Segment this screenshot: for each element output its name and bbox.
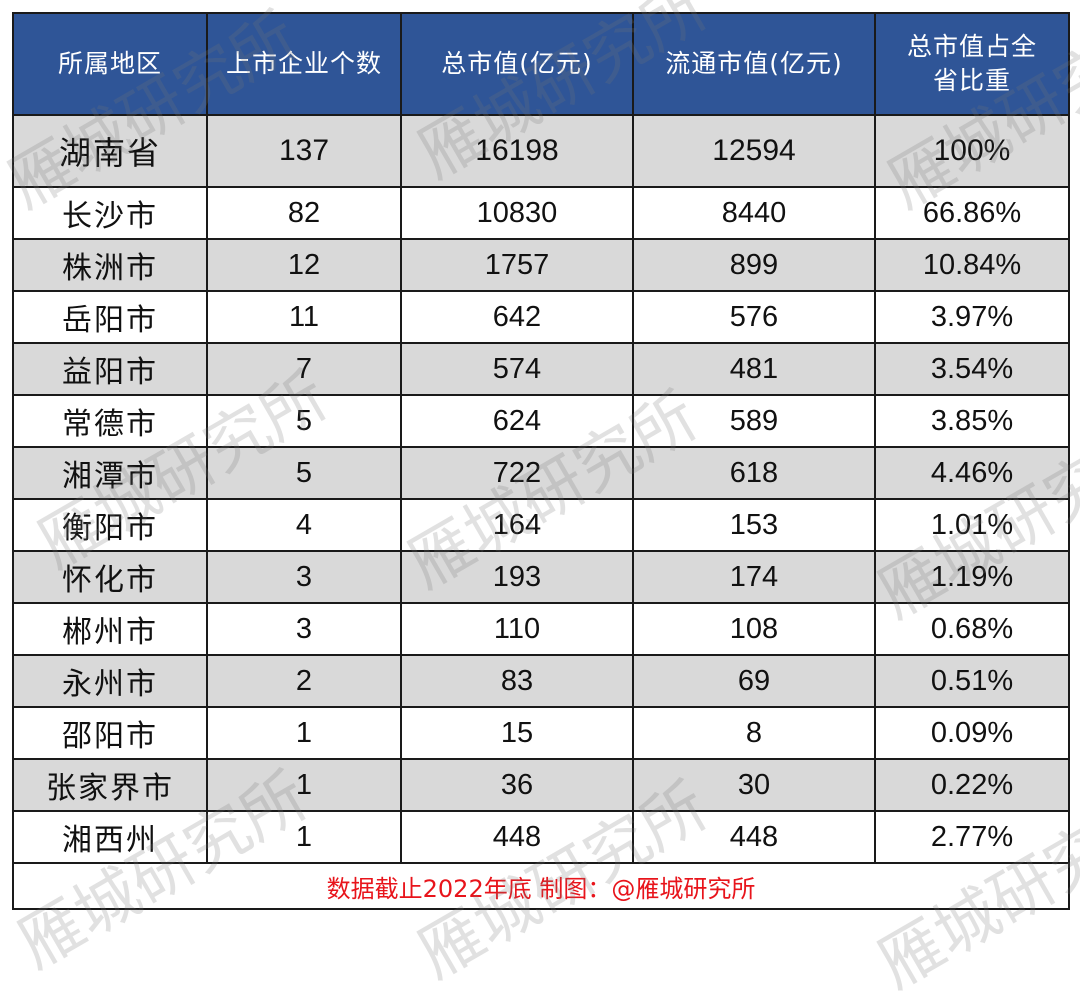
source-note: 数据截止2022年底 制图：@雁城研究所 <box>12 862 1070 910</box>
total-market-cap-cell: 16198 <box>400 114 634 188</box>
header-float-market-cap: 流通市值(亿元) <box>632 12 876 116</box>
total-market-cap-cell: 574 <box>400 342 634 396</box>
company-count-cell: 7 <box>206 342 402 396</box>
total-market-cap-cell: 193 <box>400 550 634 604</box>
table-row: 长沙市 82 10830 8440 66.86% <box>12 186 1070 240</box>
table-row: 岳阳市 11 642 576 3.97% <box>12 290 1070 344</box>
region-cell: 常德市 <box>12 394 208 448</box>
share-cell: 10.84% <box>874 238 1070 292</box>
float-market-cap-cell: 481 <box>632 342 876 396</box>
table-row: 邵阳市 1 15 8 0.09% <box>12 706 1070 760</box>
float-market-cap-cell: 12594 <box>632 114 876 188</box>
float-market-cap-cell: 153 <box>632 498 876 552</box>
float-market-cap-cell: 618 <box>632 446 876 500</box>
total-market-cap-cell: 110 <box>400 602 634 656</box>
float-market-cap-cell: 8 <box>632 706 876 760</box>
total-market-cap-cell: 164 <box>400 498 634 552</box>
table-row: 株洲市 12 1757 899 10.84% <box>12 238 1070 292</box>
company-count-cell: 3 <box>206 602 402 656</box>
share-cell: 1.01% <box>874 498 1070 552</box>
company-count-cell: 1 <box>206 810 402 864</box>
header-region: 所属地区 <box>12 12 208 116</box>
total-market-cap-cell: 624 <box>400 394 634 448</box>
region-cell: 长沙市 <box>12 186 208 240</box>
float-market-cap-cell: 589 <box>632 394 876 448</box>
company-count-cell: 137 <box>206 114 402 188</box>
region-cell: 衡阳市 <box>12 498 208 552</box>
total-market-cap-cell: 10830 <box>400 186 634 240</box>
region-cell: 株洲市 <box>12 238 208 292</box>
header-total-market-cap: 总市值(亿元) <box>400 12 634 116</box>
table-row: 常德市 5 624 589 3.85% <box>12 394 1070 448</box>
table-row: 张家界市 1 36 30 0.22% <box>12 758 1070 812</box>
total-market-cap-cell: 36 <box>400 758 634 812</box>
company-count-cell: 5 <box>206 446 402 500</box>
float-market-cap-cell: 69 <box>632 654 876 708</box>
share-cell: 3.85% <box>874 394 1070 448</box>
share-cell: 4.46% <box>874 446 1070 500</box>
region-cell: 湘潭市 <box>12 446 208 500</box>
total-market-cap-cell: 15 <box>400 706 634 760</box>
company-count-cell: 2 <box>206 654 402 708</box>
region-cell: 永州市 <box>12 654 208 708</box>
header-share-line2: 省比重 <box>932 66 1011 95</box>
company-count-cell: 12 <box>206 238 402 292</box>
share-cell: 0.22% <box>874 758 1070 812</box>
footer-row: 数据截止2022年底 制图：@雁城研究所 <box>12 862 1070 910</box>
region-cell: 郴州市 <box>12 602 208 656</box>
total-market-cap-cell: 448 <box>400 810 634 864</box>
share-cell: 0.51% <box>874 654 1070 708</box>
region-cell: 岳阳市 <box>12 290 208 344</box>
company-count-cell: 4 <box>206 498 402 552</box>
region-cell: 邵阳市 <box>12 706 208 760</box>
total-market-cap-cell: 642 <box>400 290 634 344</box>
float-market-cap-cell: 30 <box>632 758 876 812</box>
company-count-cell: 1 <box>206 706 402 760</box>
float-market-cap-cell: 576 <box>632 290 876 344</box>
header-company-count: 上市企业个数 <box>206 12 402 116</box>
share-cell: 100% <box>874 114 1070 188</box>
table-row: 湘西州 1 448 448 2.77% <box>12 810 1070 864</box>
share-cell: 0.68% <box>874 602 1070 656</box>
company-count-cell: 82 <box>206 186 402 240</box>
share-cell: 2.77% <box>874 810 1070 864</box>
share-cell: 3.54% <box>874 342 1070 396</box>
table-row: 郴州市 3 110 108 0.68% <box>12 602 1070 656</box>
float-market-cap-cell: 8440 <box>632 186 876 240</box>
share-cell: 3.97% <box>874 290 1070 344</box>
float-market-cap-cell: 108 <box>632 602 876 656</box>
company-count-cell: 3 <box>206 550 402 604</box>
table-row-total: 湖南省 137 16198 12594 100% <box>12 114 1070 188</box>
header-row: 所属地区 上市企业个数 总市值(亿元) 流通市值(亿元) 总市值占全 省比重 <box>12 12 1070 116</box>
table-row: 湘潭市 5 722 618 4.46% <box>12 446 1070 500</box>
company-count-cell: 1 <box>206 758 402 812</box>
region-cell: 湖南省 <box>12 114 208 188</box>
share-cell: 1.19% <box>874 550 1070 604</box>
float-market-cap-cell: 174 <box>632 550 876 604</box>
table-row: 益阳市 7 574 481 3.54% <box>12 342 1070 396</box>
region-cell: 怀化市 <box>12 550 208 604</box>
listed-companies-table: 所属地区 上市企业个数 总市值(亿元) 流通市值(亿元) 总市值占全 省比重 湖… <box>12 12 1070 910</box>
total-market-cap-cell: 83 <box>400 654 634 708</box>
total-market-cap-cell: 722 <box>400 446 634 500</box>
float-market-cap-cell: 448 <box>632 810 876 864</box>
share-cell: 0.09% <box>874 706 1070 760</box>
header-provincial-share: 总市值占全 省比重 <box>874 12 1070 116</box>
table-row: 怀化市 3 193 174 1.19% <box>12 550 1070 604</box>
header-share-line1: 总市值占全 <box>906 32 1037 61</box>
table-row: 永州市 2 83 69 0.51% <box>12 654 1070 708</box>
company-count-cell: 11 <box>206 290 402 344</box>
share-cell: 66.86% <box>874 186 1070 240</box>
region-cell: 益阳市 <box>12 342 208 396</box>
table-row: 衡阳市 4 164 153 1.01% <box>12 498 1070 552</box>
region-cell: 湘西州 <box>12 810 208 864</box>
region-cell: 张家界市 <box>12 758 208 812</box>
company-count-cell: 5 <box>206 394 402 448</box>
total-market-cap-cell: 1757 <box>400 238 634 292</box>
float-market-cap-cell: 899 <box>632 238 876 292</box>
